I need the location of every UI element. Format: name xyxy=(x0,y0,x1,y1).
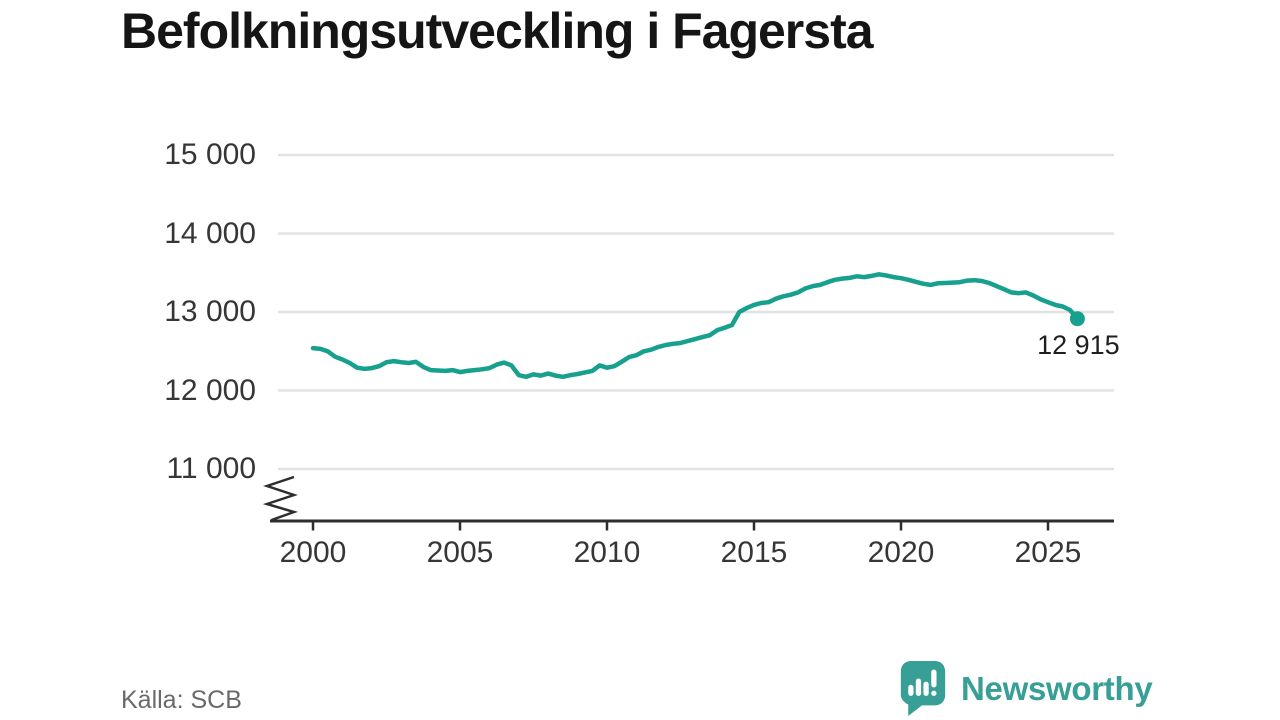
y-axis-tick-label: 14 000 xyxy=(164,216,256,250)
x-axis-tick-label: 2015 xyxy=(720,536,788,569)
source-label: Källa: SCB xyxy=(121,686,242,714)
x-axis-tick-label: 2000 xyxy=(279,536,347,569)
newsworthy-logo: Newsworthy xyxy=(896,660,1153,717)
y-axis-tick-label: 12 000 xyxy=(164,373,256,407)
y-axis-tick-label: 13 000 xyxy=(164,295,256,328)
axis-break-icon xyxy=(262,475,299,522)
x-axis-tick-label: 2005 xyxy=(426,536,494,569)
chart-title: Befolkningsutveckling i Fagersta xyxy=(121,3,874,59)
x-axis-tick-label: 2010 xyxy=(573,536,641,569)
end-point-marker xyxy=(1069,311,1085,327)
newsworthy-icon xyxy=(900,661,946,716)
newsworthy-wordmark: Newsworthy xyxy=(961,669,1153,707)
y-axis-tick-label: 15 000 xyxy=(164,138,256,171)
end-value-label: 12 915 xyxy=(1037,329,1120,360)
x-axis-tick-label: 2020 xyxy=(867,536,935,569)
population-line xyxy=(310,272,1080,380)
x-axis-tick-label: 2025 xyxy=(1014,536,1082,569)
y-axis-tick-label: 11 000 xyxy=(166,452,256,485)
